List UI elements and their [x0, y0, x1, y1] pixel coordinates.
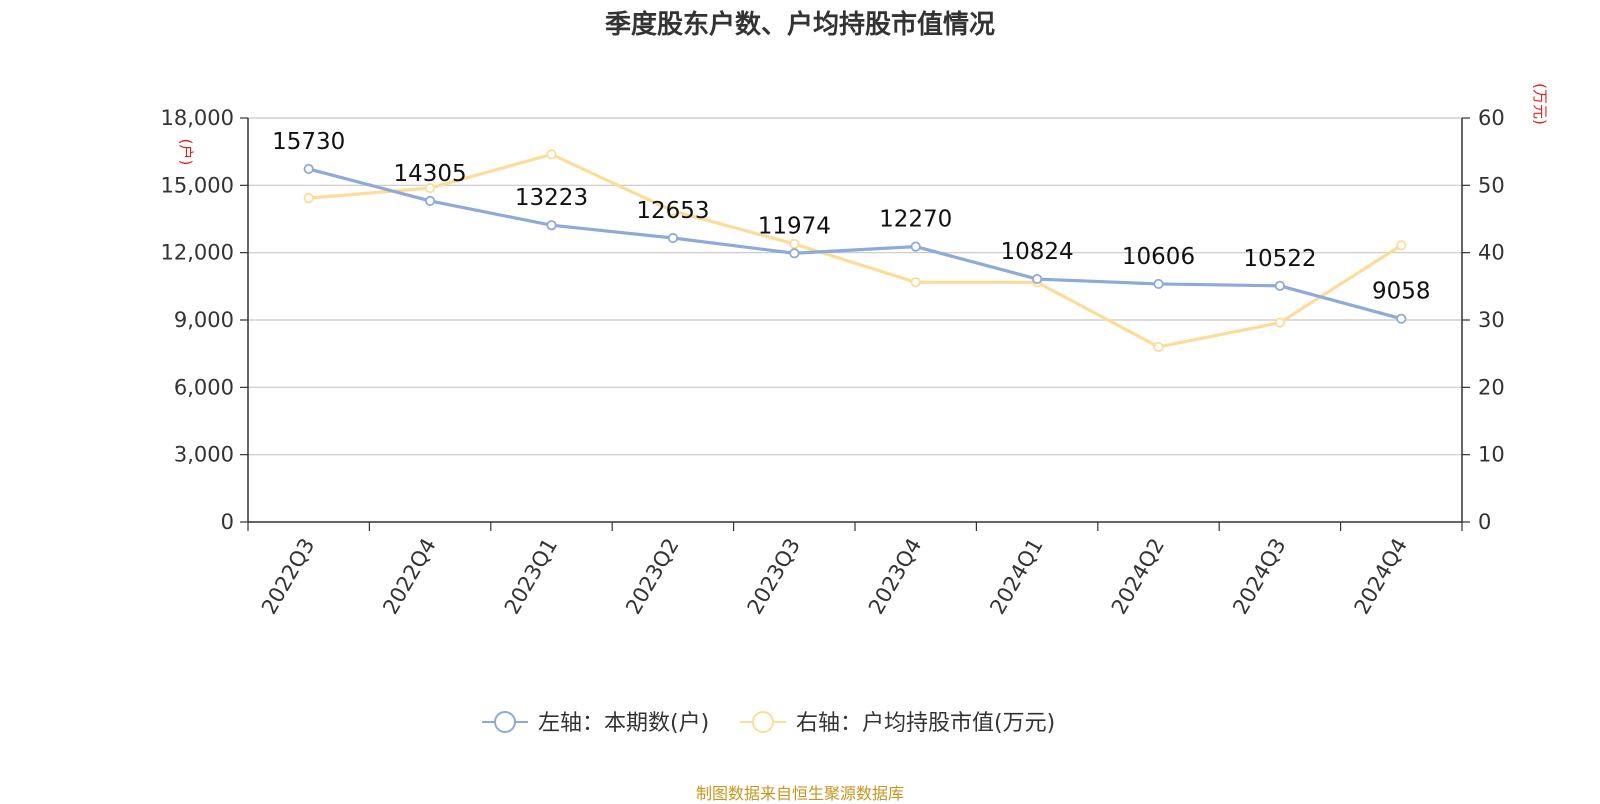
x-tick-label: 2023Q1: [500, 534, 562, 618]
x-tick-label: 2024Q3: [1228, 534, 1290, 618]
data-point-left: [1153, 278, 1164, 290]
data-label: 14305: [394, 161, 467, 187]
axes: 0 3,000 6,000 9,000 12,000 15,000 18,000 0 10 20 3…: [161, 83, 1549, 618]
gridlines: [248, 117, 1462, 456]
data-label: 10522: [1243, 246, 1316, 272]
y-right-tick-label: 0: [1478, 510, 1491, 534]
data-point-left: [546, 220, 557, 231]
x-tick-label: 2024Q4: [1350, 534, 1412, 618]
y-left-tick-label: 18,000: [161, 106, 234, 130]
y-right-tick-label: 50: [1478, 173, 1505, 197]
y-right-tick-label: 20: [1478, 375, 1505, 399]
data-label: 12653: [636, 198, 709, 224]
legend-label: 右轴：户均持股市值(万元): [796, 711, 1055, 736]
chart-title: 季度股东户数、户均持股市值情况: [604, 10, 995, 40]
data-label: 11974: [758, 213, 831, 239]
y-right-tick-label: 60: [1478, 106, 1505, 130]
data-label: 9058: [1372, 279, 1431, 305]
legend-swatch-marker: [494, 711, 516, 733]
y-left-tick-label: 12,000: [161, 241, 234, 265]
data-point-left: [1274, 280, 1286, 291]
series-line-right: [308, 152, 1403, 349]
y-left-tick-label: 15,000: [161, 173, 234, 197]
data-point-right: [789, 238, 800, 250]
data-point-left: [1032, 273, 1043, 285]
data-label: 10606: [1122, 244, 1195, 270]
data-point-left: [303, 163, 314, 175]
legend: 左轴：本期数(户) 右轴：户均持股市值(万元): [482, 711, 1055, 736]
y-right-unit: (万元): [1531, 83, 1549, 125]
data-labels: 15730 14305 13223 12653 11974 12270 10824 10606…: [272, 129, 1430, 305]
x-tick-label: 2023Q3: [743, 534, 805, 618]
data-point-right: [1153, 341, 1164, 353]
y-left-tick-label: 6,000: [174, 375, 234, 399]
y-left-tick-label: 0: [221, 510, 234, 534]
data-label: 13223: [515, 185, 588, 211]
data-point-right: [1396, 240, 1407, 251]
data-point-left: [789, 248, 800, 259]
y-right-tick-label: 30: [1478, 308, 1505, 332]
data-point-right: [546, 149, 557, 160]
source-note: 制图数据来自恒生聚源数据库: [695, 784, 904, 803]
data-point-left: [424, 195, 436, 207]
legend-label: 左轴：本期数(户): [538, 711, 709, 736]
data-point-left: [1396, 313, 1407, 324]
data-point-right: [667, 205, 679, 217]
y-left-tick-label: 3,000: [174, 443, 234, 467]
data-point-right: [910, 277, 921, 288]
y-right-tick-label: 40: [1478, 241, 1505, 265]
x-tick-label: 2024Q1: [985, 534, 1047, 618]
series-line-left: [308, 167, 1402, 321]
data-point-left: [667, 232, 679, 244]
x-tick-label: 2024Q2: [1107, 534, 1169, 618]
data-point-right: [1274, 317, 1286, 328]
legend-swatch-marker: [752, 711, 774, 733]
series: [303, 149, 1407, 353]
x-tick-label: 2022Q4: [378, 534, 440, 618]
x-tick-label: 2023Q2: [621, 534, 683, 618]
y-left-tick-label: 9,000: [174, 308, 234, 332]
data-label: 12270: [879, 207, 952, 233]
data-point-right: [424, 182, 436, 194]
data-label: 15730: [272, 129, 345, 155]
y-right-tick-label: 10: [1478, 443, 1505, 467]
x-tick-label: 2022Q3: [257, 534, 319, 618]
data-point-left: [910, 241, 921, 252]
data-label: 10824: [1001, 239, 1074, 265]
data-point-right: [303, 193, 314, 204]
y-left-unit: (户): [177, 139, 195, 166]
x-tick-label: 2023Q4: [864, 534, 926, 618]
